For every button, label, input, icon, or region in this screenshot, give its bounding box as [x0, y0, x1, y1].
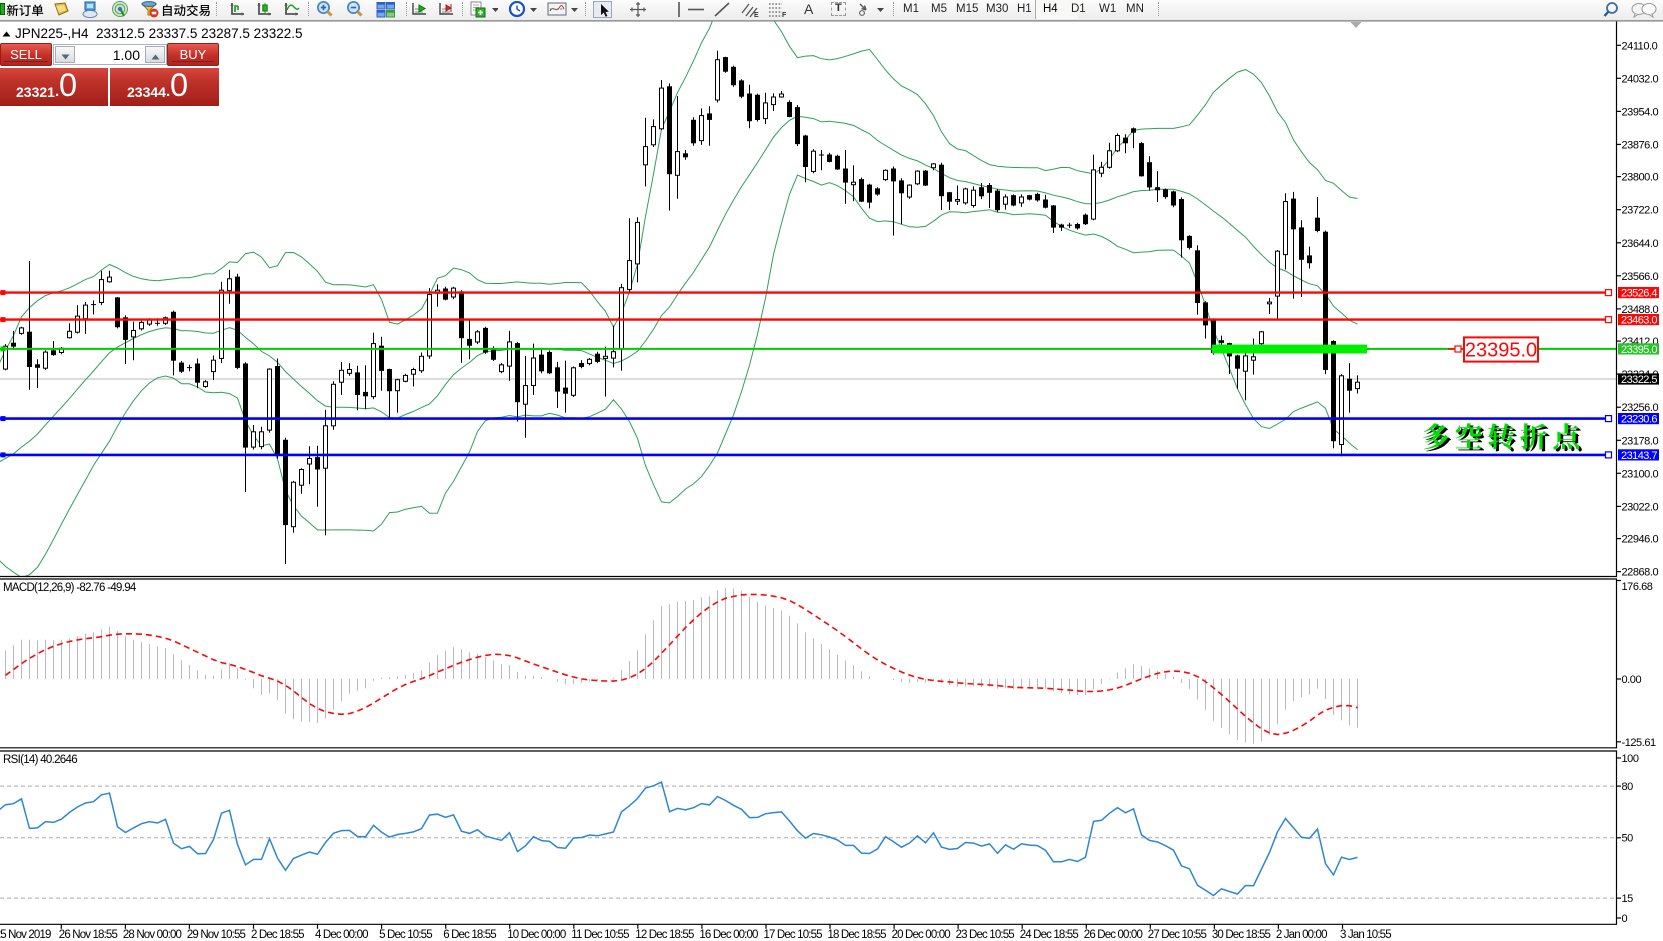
- svg-text:23722.0: 23722.0: [1622, 205, 1659, 217]
- svg-text:10 Dec 00:00: 10 Dec 00:00: [507, 929, 566, 941]
- svg-text:3 Jan 10:55: 3 Jan 10:55: [1340, 929, 1391, 941]
- svg-text:26 Nov 18:55: 26 Nov 18:55: [59, 929, 118, 941]
- svg-text:23256.0: 23256.0: [1622, 402, 1659, 414]
- svg-text:23488.0: 23488.0: [1622, 304, 1659, 316]
- svg-text:5 Dec 10:55: 5 Dec 10:55: [379, 929, 432, 941]
- svg-text:2 Jan 00:00: 2 Jan 00:00: [1276, 929, 1327, 941]
- svg-text:20 Dec 00:00: 20 Dec 00:00: [892, 929, 951, 941]
- svg-text:23022.0: 23022.0: [1622, 501, 1659, 513]
- svg-text:23322.5: 23322.5: [1621, 374, 1657, 386]
- svg-text:6 Dec 18:55: 6 Dec 18:55: [443, 929, 496, 941]
- svg-text:22946.0: 22946.0: [1622, 534, 1659, 546]
- svg-text:2 Dec 18:55: 2 Dec 18:55: [251, 929, 304, 941]
- svg-text:23954.0: 23954.0: [1622, 106, 1659, 118]
- svg-text:MACD(12,26,9) -82.76 -49.94: MACD(12,26,9) -82.76 -49.94: [3, 582, 137, 594]
- svg-text:23178.0: 23178.0: [1622, 435, 1659, 447]
- svg-text:23644.0: 23644.0: [1622, 238, 1659, 250]
- svg-text:23143.7: 23143.7: [1621, 450, 1657, 462]
- svg-text:30 Dec 18:55: 30 Dec 18:55: [1212, 929, 1271, 941]
- svg-text:0.00: 0.00: [1622, 674, 1642, 686]
- svg-text:27 Dec 10:55: 27 Dec 10:55: [1148, 929, 1207, 941]
- svg-text:23230.6: 23230.6: [1621, 414, 1657, 426]
- svg-text:23395.0: 23395.0: [1621, 344, 1657, 356]
- svg-text:23566.0: 23566.0: [1622, 271, 1659, 283]
- svg-text:23800.0: 23800.0: [1622, 172, 1659, 184]
- svg-text:17 Dec 10:55: 17 Dec 10:55: [764, 929, 823, 941]
- svg-text:176.68: 176.68: [1622, 581, 1653, 593]
- svg-text:50: 50: [1622, 833, 1634, 845]
- svg-text:15: 15: [1622, 893, 1634, 905]
- svg-text:22868.0: 22868.0: [1622, 567, 1659, 579]
- svg-text:12 Dec 18:55: 12 Dec 18:55: [635, 929, 694, 941]
- svg-text:-125.61: -125.61: [1622, 737, 1656, 749]
- svg-text:F: F: [782, 12, 787, 18]
- svg-text:0: 0: [1622, 913, 1628, 925]
- svg-text:24 Dec 18:55: 24 Dec 18:55: [1020, 929, 1079, 941]
- svg-text:24032.0: 24032.0: [1622, 73, 1659, 85]
- svg-text:28 Nov 00:00: 28 Nov 00:00: [123, 929, 182, 941]
- svg-text:11 Dec 10:55: 11 Dec 10:55: [571, 929, 629, 941]
- svg-text:24110.0: 24110.0: [1622, 40, 1658, 52]
- svg-text:23 Dec 10:55: 23 Dec 10:55: [956, 929, 1015, 941]
- svg-text:25 Nov 2019: 25 Nov 2019: [0, 929, 51, 941]
- svg-text:80: 80: [1622, 781, 1634, 793]
- svg-text:23876.0: 23876.0: [1622, 139, 1659, 151]
- svg-text:23526.4: 23526.4: [1621, 288, 1657, 300]
- svg-text:RSI(14) 40.2646: RSI(14) 40.2646: [3, 754, 77, 766]
- svg-text:23395.0: 23395.0: [1465, 340, 1537, 362]
- svg-text:23100.0: 23100.0: [1622, 468, 1659, 480]
- svg-text:16 Dec 00:00: 16 Dec 00:00: [699, 929, 758, 941]
- svg-text:100: 100: [1622, 753, 1639, 765]
- svg-text:29 Nov 10:55: 29 Nov 10:55: [187, 929, 246, 941]
- svg-text:E: E: [754, 12, 759, 18]
- svg-text:18 Dec 18:55: 18 Dec 18:55: [828, 929, 887, 941]
- svg-text:26 Dec 00:00: 26 Dec 00:00: [1084, 929, 1143, 941]
- svg-text:4 Dec 00:00: 4 Dec 00:00: [315, 929, 368, 941]
- svg-text:23463.0: 23463.0: [1621, 315, 1657, 327]
